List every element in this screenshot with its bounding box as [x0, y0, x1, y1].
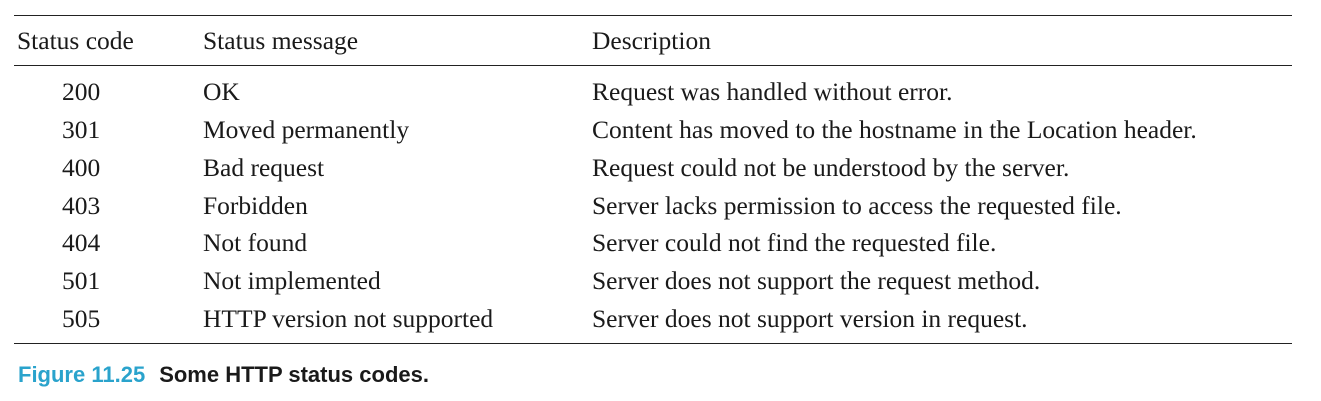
table-bottom-rule — [14, 342, 1292, 344]
cell-description: Server does not support the request meth… — [592, 266, 1041, 296]
figure-caption: Figure 11.25 Some HTTP status codes. — [18, 364, 429, 386]
figure-title: Some HTTP status codes. — [159, 362, 429, 387]
cell-description: Request was handled without error. — [592, 77, 953, 107]
cell-status-code: 505 — [62, 303, 101, 333]
cell-description: Server does not support version in reque… — [592, 303, 1028, 333]
cell-description: Server could not find the requested file… — [592, 228, 997, 258]
table-row: 505 HTTP version not supported Server do… — [14, 300, 1292, 338]
header-description: Description — [592, 25, 711, 55]
cell-status-code: 200 — [62, 77, 101, 107]
cell-status-message: OK — [203, 77, 240, 107]
table-row: 404 Not found Server could not find the … — [14, 224, 1292, 262]
table-header-rule — [14, 65, 1292, 66]
cell-status-message: Not found — [203, 228, 308, 258]
status-codes-table: Status code Status message Description 2… — [14, 15, 1292, 344]
table-row: 403 Forbidden Server lacks permission to… — [14, 186, 1292, 224]
table-row: 501 Not implemented Server does not supp… — [14, 262, 1292, 300]
table-body: 200 OK Request was handled without error… — [14, 66, 1292, 343]
cell-status-message: Forbidden — [203, 190, 308, 220]
cell-description: Request could not be understood by the s… — [592, 152, 1070, 182]
cell-status-message: Moved permanently — [203, 114, 410, 144]
header-status-message: Status message — [203, 25, 359, 55]
cell-status-message: HTTP version not supported — [203, 303, 494, 333]
header-status-code: Status code — [17, 25, 134, 55]
table-header-row: Status code Status message Description — [14, 16, 1292, 65]
cell-status-message: Bad request — [203, 152, 325, 182]
cell-status-code: 501 — [62, 266, 101, 296]
cell-status-message: Not implemented — [203, 266, 381, 296]
cell-description: Content has moved to the hostname in the… — [592, 114, 1197, 144]
figure-number: Figure 11.25 — [18, 362, 146, 387]
cell-description: Server lacks permission to access the re… — [592, 190, 1122, 220]
cell-status-code: 301 — [62, 114, 101, 144]
cell-status-code: 403 — [62, 190, 101, 220]
table-row: 301 Moved permanently Content has moved … — [14, 111, 1292, 149]
table-row: 400 Bad request Request could not be und… — [14, 149, 1292, 187]
table-top-rule — [14, 15, 1292, 16]
table-row: 200 OK Request was handled without error… — [14, 73, 1292, 111]
cell-status-code: 400 — [62, 152, 101, 182]
cell-status-code: 404 — [62, 228, 101, 258]
